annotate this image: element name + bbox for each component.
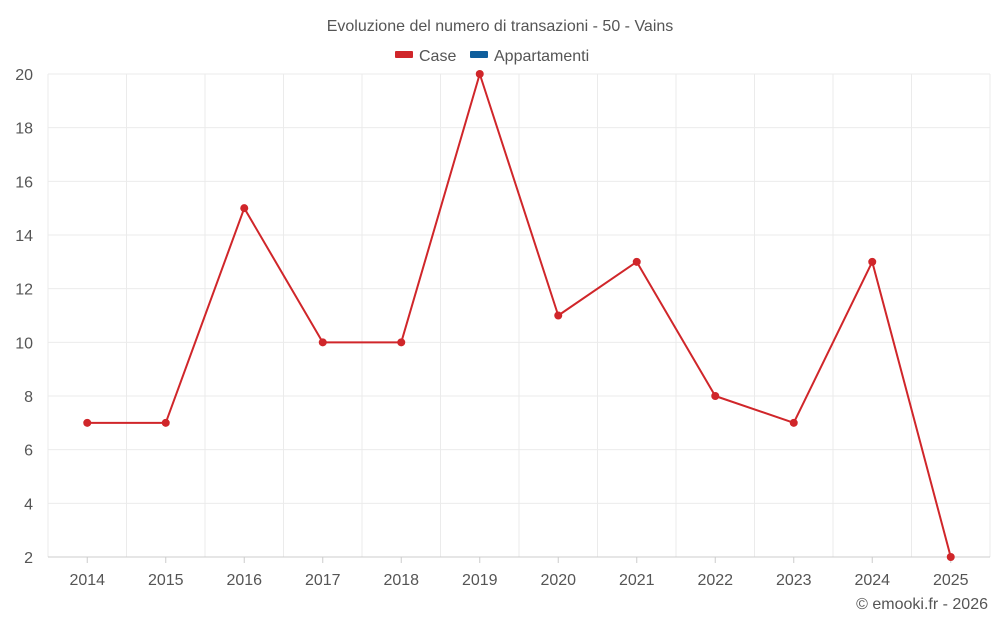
credit-text: © emooki.fr - 2026 [856,596,988,613]
x-tick-label: 2014 [69,572,105,589]
x-tick-label: 2021 [619,572,655,589]
legend-swatch-case [395,51,413,58]
data-point-case-2018[interactable] [397,338,406,347]
legend-swatch-appartamenti [470,51,488,58]
y-tick-label: 10 [15,335,33,352]
data-point-case-2019[interactable] [475,70,484,78]
y-tick-label: 6 [24,443,33,460]
data-point-case-2016[interactable] [240,204,249,213]
x-tick-label: 2018 [383,572,419,589]
x-tick-label: 2019 [462,572,498,589]
data-point-case-2025[interactable] [946,553,955,561]
y-tick-label: 12 [15,282,33,299]
x-tick-label: 2015 [148,572,184,589]
y-axis: 2 4 6 8 10 12 14 16 18 20 [15,67,33,567]
y-tick-label: 20 [15,67,33,84]
x-tick-label: 2025 [933,572,969,589]
x-tick-label: 2022 [697,572,733,589]
chart-title: Evoluzione del numero di transazioni - 5… [327,18,674,35]
y-tick-label: 16 [15,174,33,191]
x-tick-label: 2016 [226,572,262,589]
y-tick-label: 2 [24,550,33,567]
data-point-case-2020[interactable] [554,311,563,320]
legend-item-appartamenti[interactable]: Appartamenti [470,48,589,65]
y-tick-label: 8 [24,389,33,406]
x-axis: 2014 2015 2016 2017 2018 2019 2020 2021 2022 2023… [48,556,990,589]
gridlines [47,73,991,558]
data-point-case-2014[interactable] [83,418,92,427]
series-case [83,70,955,561]
legend-label-appartamenti: Appartamenti [494,48,589,65]
data-point-case-2022[interactable] [711,392,720,400]
data-point-case-2021[interactable] [632,257,641,266]
data-point-case-2024[interactable] [868,257,877,266]
x-tick-label: 2023 [776,572,812,589]
x-tick-label: 2024 [854,572,890,589]
legend-item-case[interactable]: Case [395,48,456,65]
data-point-case-2015[interactable] [161,418,170,427]
y-tick-label: 18 [15,121,33,138]
y-tick-label: 14 [15,228,33,245]
x-tick-label: 2020 [540,572,576,589]
y-tick-label: 4 [24,496,33,513]
data-point-case-2017[interactable] [318,338,327,347]
legend-label-case: Case [419,48,456,65]
x-tick-label: 2017 [305,572,341,589]
data-point-case-2023[interactable] [789,418,798,427]
series-line-case [87,73,952,558]
legend: Case Appartamenti [395,48,589,65]
